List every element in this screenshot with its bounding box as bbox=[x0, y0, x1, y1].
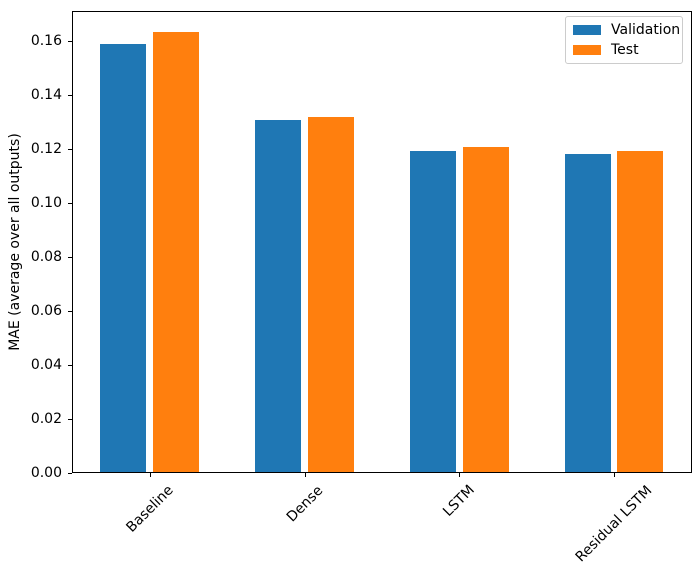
y-tick-label: 0.04 bbox=[30, 357, 62, 373]
bar-validation-lstm bbox=[410, 151, 456, 472]
legend-label-test: Test bbox=[611, 42, 639, 58]
bar-test-residual-lstm bbox=[617, 151, 663, 472]
legend-swatch-test bbox=[573, 45, 601, 55]
legend-entry-validation: Validation bbox=[573, 20, 680, 40]
y-tick-label: 0.12 bbox=[30, 141, 62, 157]
y-tick-label: 0.16 bbox=[30, 33, 62, 49]
y-tick-label: 0.10 bbox=[30, 195, 62, 211]
y-tick-label: 0.02 bbox=[30, 411, 62, 427]
x-tick-label-baseline: Baseline bbox=[123, 482, 177, 536]
legend-label-validation: Validation bbox=[611, 22, 681, 38]
bar-test-baseline bbox=[153, 32, 199, 472]
y-axis-label: MAE (average over all outputs) bbox=[7, 133, 23, 351]
y-tick-label: 0.08 bbox=[30, 249, 62, 265]
y-tick-mark bbox=[68, 419, 72, 420]
legend-swatch-validation bbox=[573, 25, 601, 35]
bar-validation-residual-lstm bbox=[565, 154, 611, 472]
y-tick-mark bbox=[68, 365, 72, 366]
y-tick-mark bbox=[68, 149, 72, 150]
y-tick-mark bbox=[68, 473, 72, 474]
x-tick-label-residual-lstm: Residual LSTM bbox=[572, 482, 656, 566]
y-tick-label: 0.00 bbox=[30, 465, 62, 481]
y-tick-mark bbox=[68, 257, 72, 258]
bar-validation-dense bbox=[255, 120, 301, 472]
x-tick-label-dense: Dense bbox=[283, 482, 327, 526]
y-tick-mark bbox=[68, 203, 72, 204]
y-tick-label: 0.06 bbox=[30, 303, 62, 319]
bar-validation-baseline bbox=[100, 44, 146, 472]
legend-entry-test: Test bbox=[573, 40, 675, 60]
y-tick-label: 0.14 bbox=[30, 87, 62, 103]
x-tick-mark bbox=[459, 473, 460, 477]
y-tick-mark bbox=[68, 95, 72, 96]
bar-test-dense bbox=[308, 117, 354, 472]
x-tick-mark bbox=[305, 473, 306, 477]
y-tick-mark bbox=[68, 311, 72, 312]
bar-test-lstm bbox=[463, 147, 509, 472]
y-tick-mark bbox=[68, 41, 72, 42]
x-tick-mark bbox=[614, 473, 615, 477]
x-tick-mark bbox=[150, 473, 151, 477]
plot-area bbox=[72, 11, 692, 473]
legend: Validation Test bbox=[565, 16, 683, 64]
x-tick-label-lstm: LSTM bbox=[440, 482, 478, 520]
